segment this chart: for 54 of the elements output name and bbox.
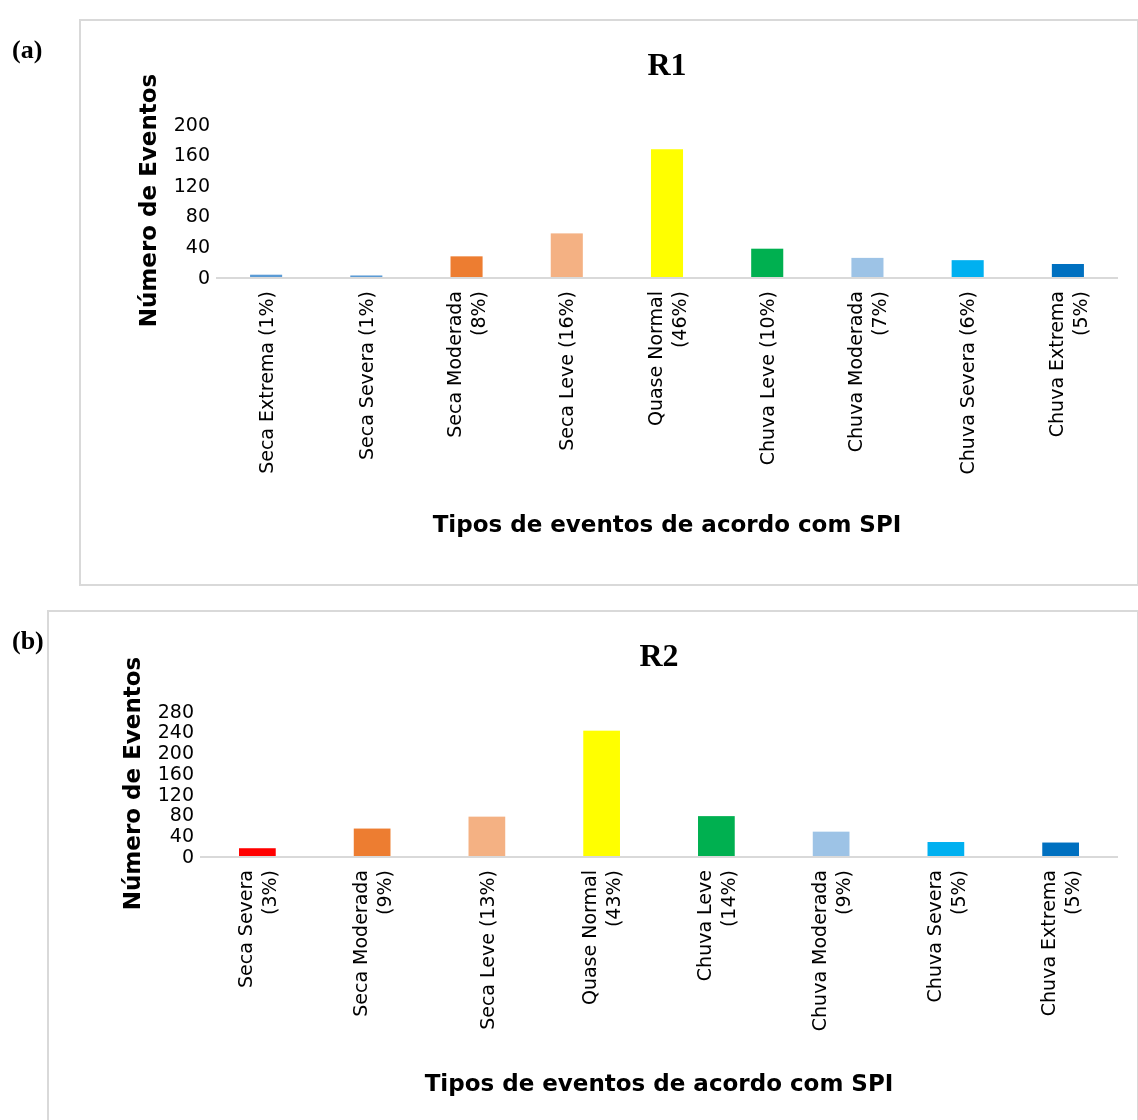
bar — [698, 816, 735, 856]
bar — [468, 816, 506, 856]
x-tick-label: Chuva Moderada (7%) — [844, 291, 891, 453]
y-tick-label: 80 — [169, 803, 194, 826]
x-tick-label: Chuva Leve (10%) — [755, 291, 778, 466]
bar — [650, 149, 684, 277]
x-tick-label: Chuva Severa (5%) — [922, 870, 969, 1003]
x-tick-label: Quase Normal (46%) — [643, 291, 690, 427]
y-tick-label: 80 — [185, 204, 210, 227]
y-tick-label: 200 — [157, 741, 194, 764]
bar — [450, 256, 483, 277]
y-tick-label: 0 — [181, 844, 194, 867]
chart-title: R2 — [639, 637, 679, 673]
y-tick-label: 120 — [157, 782, 194, 805]
chart-title: R1 — [647, 46, 687, 82]
y-tick-label: 200 — [173, 112, 210, 135]
bar — [1042, 842, 1079, 856]
x-tick-label: Seca Severa (1%) — [354, 291, 377, 461]
y-axis-title: Número de Eventos — [135, 73, 161, 328]
bar — [951, 260, 984, 277]
x-tick-label: Quase Normal (43%) — [578, 870, 625, 1006]
y-tick-label: 280 — [157, 699, 194, 722]
text: (a) — [12, 35, 43, 64]
y-tick-label: 0 — [197, 265, 210, 288]
bar — [550, 233, 583, 277]
bar — [1051, 264, 1084, 277]
y-axis-title: Número de Eventos — [119, 656, 145, 911]
x-tick-label: Chuva Moderada (9%) — [807, 870, 854, 1032]
x-tick-label: Seca Severa (3%) — [234, 870, 281, 989]
x-tick-label: Chuva Extrema (5%) — [1037, 870, 1084, 1017]
x-tick-label: Seca Moderada (9%) — [348, 870, 395, 1017]
bar — [751, 248, 784, 277]
text: (b) — [12, 626, 44, 655]
bar — [927, 842, 965, 856]
y-tick-label: 160 — [173, 143, 210, 166]
x-axis-title: Tipos de eventos de acordo com SPI — [432, 511, 902, 537]
x-tick-label: Seca Extrema (1%) — [254, 291, 277, 474]
y-tick-label: 40 — [169, 823, 194, 846]
x-tick-label: Seca Leve (13%) — [475, 870, 498, 1030]
y-tick-label: 120 — [173, 173, 210, 196]
x-tick-label: Seca Moderada (8%) — [443, 291, 490, 438]
bar — [812, 831, 850, 856]
bar — [583, 730, 620, 856]
y-tick-label: 240 — [157, 720, 194, 743]
bar — [239, 848, 276, 856]
x-tick-label: Chuva Extrema (5%) — [1044, 291, 1091, 438]
x-tick-label: Chuva Severa (6%) — [956, 291, 979, 475]
x-tick-label: Chuva Leve (14%) — [693, 870, 740, 982]
bar — [353, 828, 391, 856]
y-tick-label: 160 — [157, 761, 194, 784]
x-axis-title: Tipos de eventos de acordo com SPI — [424, 1070, 894, 1096]
bar — [851, 257, 884, 277]
y-tick-label: 40 — [185, 235, 210, 258]
x-tick-label: Seca Leve (16%) — [555, 291, 578, 451]
